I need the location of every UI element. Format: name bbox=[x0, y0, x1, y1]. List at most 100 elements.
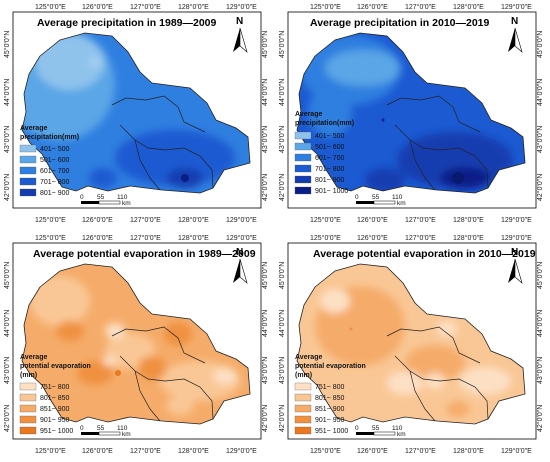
svg-text:42°0'0"N: 42°0'0"N bbox=[261, 405, 269, 432]
svg-text:128°0'0"E: 128°0'0"E bbox=[178, 447, 209, 455]
svg-text:42°0'0"N: 42°0'0"N bbox=[278, 405, 286, 432]
legend-swatch bbox=[294, 131, 312, 140]
svg-text:129°0'0"E: 129°0'0"E bbox=[226, 447, 257, 455]
north-arrow-icon bbox=[508, 259, 515, 283]
svg-text:44°0'0"N: 44°0'0"N bbox=[261, 310, 269, 337]
svg-text:N: N bbox=[236, 247, 243, 258]
svg-text:129°0'0"E: 129°0'0"E bbox=[226, 216, 257, 224]
svg-text:43°0'0"N: 43°0'0"N bbox=[261, 357, 269, 384]
map-evap-2010-2019: Average potential evaporation in 2010—20… bbox=[278, 234, 544, 455]
svg-text:110: 110 bbox=[392, 194, 403, 201]
svg-text:128°0'0"E: 128°0'0"E bbox=[453, 447, 484, 455]
x-tick-labels-top: 125°0'0"E 126°0'0"E 127°0'0"E 128°0'0"E … bbox=[35, 3, 257, 11]
legend-title: Average bbox=[295, 111, 322, 118]
north-arrow: N bbox=[508, 247, 523, 284]
north-arrow-icon bbox=[508, 28, 515, 52]
region-outline bbox=[21, 32, 251, 194]
svg-text:127°0'0"E: 127°0'0"E bbox=[130, 234, 161, 242]
legend-label: 801~ 850 bbox=[40, 395, 69, 402]
svg-text:45°0'0"N: 45°0'0"N bbox=[3, 31, 11, 58]
legend-swatch bbox=[19, 382, 37, 391]
legend-label: 951~ 1000 bbox=[40, 428, 73, 435]
svg-text:127°0'0"E: 127°0'0"E bbox=[405, 447, 436, 455]
legend-swatch bbox=[294, 142, 312, 151]
svg-text:43°0'0"N: 43°0'0"N bbox=[278, 126, 286, 153]
svg-text:126°0'0"E: 126°0'0"E bbox=[82, 216, 113, 224]
legend-swatch bbox=[294, 382, 312, 391]
svg-text:129°0'0"E: 129°0'0"E bbox=[226, 234, 257, 242]
scale-bar: 0 55 110 km bbox=[80, 194, 131, 207]
svg-text:45°0'0"N: 45°0'0"N bbox=[278, 262, 286, 289]
svg-text:110: 110 bbox=[117, 425, 128, 432]
svg-text:44°0'0"N: 44°0'0"N bbox=[536, 79, 544, 106]
legend-label: 951~ 1000 bbox=[315, 428, 348, 435]
legend: Average precipitation(mm) 401~ 500 501~ … bbox=[19, 125, 79, 197]
svg-text:129°0'0"E: 129°0'0"E bbox=[226, 3, 257, 11]
svg-text:43°0'0"N: 43°0'0"N bbox=[536, 126, 544, 153]
legend-swatch bbox=[294, 415, 312, 424]
svg-text:125°0'0"E: 125°0'0"E bbox=[35, 234, 66, 242]
y-tick-labels-left: 45°0'0"N 44°0'0"N 43°0'0"N 42°0'0"N bbox=[3, 262, 11, 432]
district-boundaries bbox=[111, 95, 214, 191]
svg-text:126°0'0"E: 126°0'0"E bbox=[357, 216, 388, 224]
svg-text:127°0'0"E: 127°0'0"E bbox=[130, 216, 161, 224]
x-tick-labels-bottom: 125°0'0"E 126°0'0"E 127°0'0"E 128°0'0"E … bbox=[310, 216, 532, 224]
legend-label: 501~ 600 bbox=[315, 144, 344, 151]
svg-text:0: 0 bbox=[80, 194, 84, 201]
svg-text:45°0'0"N: 45°0'0"N bbox=[261, 31, 269, 58]
svg-text:126°0'0"E: 126°0'0"E bbox=[357, 3, 388, 11]
legend-label: 801~ 850 bbox=[315, 395, 344, 402]
legend-swatch bbox=[294, 175, 312, 184]
svg-text:42°0'0"N: 42°0'0"N bbox=[3, 405, 11, 432]
legend-label: 601~ 700 bbox=[315, 155, 344, 162]
svg-text:126°0'0"E: 126°0'0"E bbox=[357, 447, 388, 455]
legend-swatch bbox=[19, 166, 37, 175]
north-arrow: N bbox=[233, 247, 248, 284]
legend-label: 701~ 800 bbox=[315, 166, 344, 173]
svg-text:km: km bbox=[397, 431, 406, 438]
svg-text:44°0'0"N: 44°0'0"N bbox=[3, 310, 11, 337]
legend-title: potential evaporation bbox=[20, 363, 91, 370]
svg-text:43°0'0"N: 43°0'0"N bbox=[536, 357, 544, 384]
svg-text:129°0'0"E: 129°0'0"E bbox=[501, 447, 532, 455]
north-arrow-icon bbox=[233, 259, 240, 283]
map-panel-evap-2010-2019: Average potential evaporation in 2010—20… bbox=[275, 231, 550, 462]
svg-text:128°0'0"E: 128°0'0"E bbox=[453, 216, 484, 224]
legend-title: precipitation(mm) bbox=[295, 120, 354, 127]
legend-swatch bbox=[19, 188, 37, 197]
svg-text:42°0'0"N: 42°0'0"N bbox=[536, 405, 544, 432]
svg-text:129°0'0"E: 129°0'0"E bbox=[501, 234, 532, 242]
svg-text:44°0'0"N: 44°0'0"N bbox=[261, 79, 269, 106]
map-title: Average potential evaporation in 1989—20… bbox=[33, 248, 256, 260]
legend-label: 901~ 950 bbox=[40, 417, 69, 424]
map-title: Average precipitation in 1989—2009 bbox=[37, 17, 217, 29]
legend-title: (mm) bbox=[20, 372, 37, 379]
map-panel-precip-2010-2019: Average precipitation in 2010—2019 N 125… bbox=[275, 0, 550, 231]
svg-text:43°0'0"N: 43°0'0"N bbox=[3, 126, 11, 153]
svg-text:55: 55 bbox=[372, 194, 380, 201]
svg-text:42°0'0"N: 42°0'0"N bbox=[536, 174, 544, 201]
legend-title: precipitation(mm) bbox=[20, 134, 79, 141]
svg-text:43°0'0"N: 43°0'0"N bbox=[261, 126, 269, 153]
svg-text:126°0'0"E: 126°0'0"E bbox=[357, 234, 388, 242]
svg-text:125°0'0"E: 125°0'0"E bbox=[310, 216, 341, 224]
legend-swatch bbox=[19, 177, 37, 186]
legend-swatch bbox=[294, 393, 312, 402]
legend-swatch bbox=[19, 426, 37, 435]
svg-text:126°0'0"E: 126°0'0"E bbox=[82, 447, 113, 455]
legend-label: 751~ 800 bbox=[315, 384, 344, 391]
svg-text:42°0'0"N: 42°0'0"N bbox=[261, 174, 269, 201]
legend-swatch bbox=[294, 404, 312, 413]
legend-label: 801~ 900 bbox=[40, 190, 69, 197]
map-evap-1989-2009: Average potential evaporation in 1989—20… bbox=[3, 234, 269, 455]
map-precip-1989-2009: Average precipitation in 1989—2009 N 125… bbox=[3, 3, 269, 224]
svg-text:45°0'0"N: 45°0'0"N bbox=[536, 262, 544, 289]
svg-text:km: km bbox=[397, 200, 406, 207]
legend-label: 901~ 950 bbox=[315, 417, 344, 424]
svg-text:44°0'0"N: 44°0'0"N bbox=[278, 310, 286, 337]
x-tick-labels-bottom: 125°0'0"E 126°0'0"E 127°0'0"E 128°0'0"E … bbox=[35, 447, 257, 455]
x-tick-labels-top: 125°0'0"E 126°0'0"E 127°0'0"E 128°0'0"E … bbox=[35, 234, 257, 242]
svg-text:45°0'0"N: 45°0'0"N bbox=[3, 262, 11, 289]
svg-text:127°0'0"E: 127°0'0"E bbox=[405, 216, 436, 224]
svg-text:44°0'0"N: 44°0'0"N bbox=[536, 310, 544, 337]
